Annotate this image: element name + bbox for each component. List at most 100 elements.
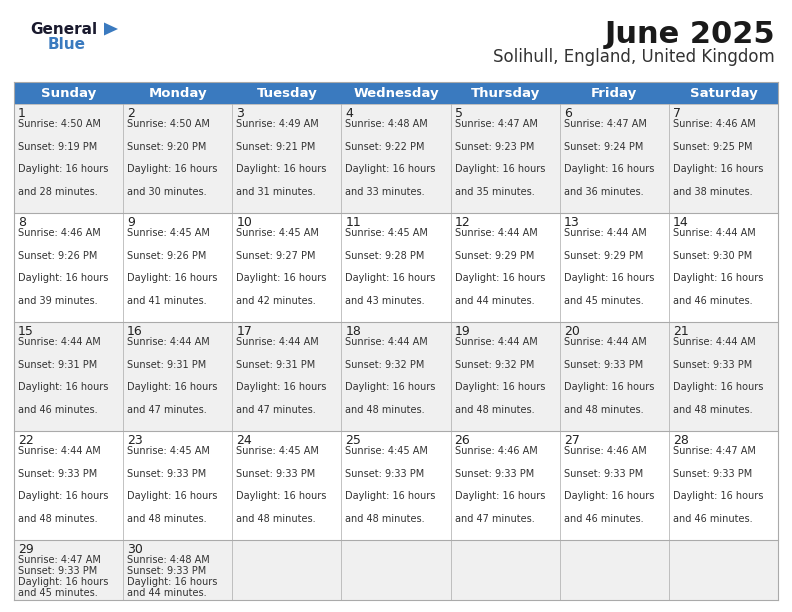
Text: Sunset: 9:20 PM: Sunset: 9:20 PM (128, 141, 207, 152)
Text: Daylight: 16 hours: Daylight: 16 hours (564, 491, 654, 501)
Bar (560, 431, 669, 540)
Text: and 30 minutes.: and 30 minutes. (128, 187, 207, 197)
Text: Daylight: 16 hours: Daylight: 16 hours (564, 164, 654, 174)
Bar (451, 540, 560, 600)
Text: Sunset: 9:33 PM: Sunset: 9:33 PM (128, 566, 207, 576)
Bar (123, 104, 232, 213)
Text: and 48 minutes.: and 48 minutes. (128, 514, 207, 524)
Text: Daylight: 16 hours: Daylight: 16 hours (455, 273, 545, 283)
Text: Sunset: 9:29 PM: Sunset: 9:29 PM (455, 251, 534, 261)
Bar (451, 213, 560, 322)
Text: Sunset: 9:33 PM: Sunset: 9:33 PM (128, 469, 207, 479)
Bar (123, 322, 232, 431)
Bar (560, 322, 669, 431)
Text: 28: 28 (673, 434, 689, 447)
Text: Sunset: 9:33 PM: Sunset: 9:33 PM (18, 469, 97, 479)
Text: 15: 15 (18, 325, 34, 338)
Bar (560, 540, 669, 600)
Text: Sunrise: 4:44 AM: Sunrise: 4:44 AM (673, 228, 756, 238)
Text: Sunset: 9:21 PM: Sunset: 9:21 PM (236, 141, 316, 152)
Bar (123, 540, 232, 600)
Text: Daylight: 16 hours: Daylight: 16 hours (564, 273, 654, 283)
Text: Sunrise: 4:44 AM: Sunrise: 4:44 AM (564, 337, 646, 347)
Text: and 48 minutes.: and 48 minutes. (236, 514, 316, 524)
Bar (341, 104, 451, 213)
Text: Sunset: 9:32 PM: Sunset: 9:32 PM (455, 360, 534, 370)
Text: Monday: Monday (148, 86, 207, 100)
Bar (232, 540, 341, 600)
Text: Sunrise: 4:44 AM: Sunrise: 4:44 AM (345, 337, 428, 347)
Text: Daylight: 16 hours: Daylight: 16 hours (128, 164, 218, 174)
Text: Daylight: 16 hours: Daylight: 16 hours (128, 273, 218, 283)
Text: Sunrise: 4:49 AM: Sunrise: 4:49 AM (236, 119, 319, 129)
Bar (451, 431, 560, 540)
Text: 10: 10 (236, 216, 252, 229)
Text: Daylight: 16 hours: Daylight: 16 hours (128, 382, 218, 392)
Text: Sunrise: 4:45 AM: Sunrise: 4:45 AM (128, 446, 210, 456)
Text: Sunrise: 4:47 AM: Sunrise: 4:47 AM (564, 119, 646, 129)
Text: Sunset: 9:27 PM: Sunset: 9:27 PM (236, 251, 316, 261)
Text: 2: 2 (128, 107, 135, 120)
Text: Sunrise: 4:44 AM: Sunrise: 4:44 AM (236, 337, 319, 347)
Text: Daylight: 16 hours: Daylight: 16 hours (673, 491, 763, 501)
Bar (341, 322, 451, 431)
Text: 13: 13 (564, 216, 580, 229)
Text: and 36 minutes.: and 36 minutes. (564, 187, 643, 197)
Text: Saturday: Saturday (690, 86, 757, 100)
Text: June 2025: June 2025 (604, 20, 775, 49)
Text: 14: 14 (673, 216, 688, 229)
Text: and 46 minutes.: and 46 minutes. (18, 405, 97, 415)
Text: Sunset: 9:26 PM: Sunset: 9:26 PM (18, 251, 97, 261)
Bar (451, 104, 560, 213)
Text: Sunset: 9:33 PM: Sunset: 9:33 PM (455, 469, 534, 479)
Bar (232, 431, 341, 540)
Text: Sunset: 9:33 PM: Sunset: 9:33 PM (564, 469, 643, 479)
Text: Sunday: Sunday (41, 86, 96, 100)
Text: 29: 29 (18, 543, 34, 556)
Text: Sunrise: 4:47 AM: Sunrise: 4:47 AM (18, 555, 101, 565)
Text: Sunrise: 4:50 AM: Sunrise: 4:50 AM (18, 119, 101, 129)
Text: Sunrise: 4:48 AM: Sunrise: 4:48 AM (128, 555, 210, 565)
Text: 16: 16 (128, 325, 143, 338)
Text: 30: 30 (128, 543, 143, 556)
Text: Sunrise: 4:48 AM: Sunrise: 4:48 AM (345, 119, 428, 129)
Text: 26: 26 (455, 434, 470, 447)
Text: and 46 minutes.: and 46 minutes. (673, 514, 752, 524)
Text: Sunset: 9:33 PM: Sunset: 9:33 PM (673, 360, 752, 370)
Text: Daylight: 16 hours: Daylight: 16 hours (236, 382, 326, 392)
Text: and 48 minutes.: and 48 minutes. (673, 405, 752, 415)
Text: Blue: Blue (48, 37, 86, 52)
Text: Sunrise: 4:44 AM: Sunrise: 4:44 AM (564, 228, 646, 238)
Text: Daylight: 16 hours: Daylight: 16 hours (236, 273, 326, 283)
Text: 22: 22 (18, 434, 34, 447)
Text: Sunrise: 4:44 AM: Sunrise: 4:44 AM (18, 446, 101, 456)
Bar (232, 213, 341, 322)
Text: Sunrise: 4:46 AM: Sunrise: 4:46 AM (673, 119, 756, 129)
Text: Wednesday: Wednesday (353, 86, 439, 100)
Bar (14, 104, 123, 213)
Text: 25: 25 (345, 434, 361, 447)
Text: Sunset: 9:33 PM: Sunset: 9:33 PM (345, 469, 425, 479)
Bar (14, 213, 123, 322)
Text: and 43 minutes.: and 43 minutes. (345, 296, 425, 306)
Text: and 48 minutes.: and 48 minutes. (345, 514, 425, 524)
Text: Daylight: 16 hours: Daylight: 16 hours (128, 577, 218, 587)
Text: Sunrise: 4:44 AM: Sunrise: 4:44 AM (673, 337, 756, 347)
Bar (341, 431, 451, 540)
Bar (669, 540, 778, 600)
Text: and 33 minutes.: and 33 minutes. (345, 187, 425, 197)
Text: Tuesday: Tuesday (257, 86, 318, 100)
Text: 18: 18 (345, 325, 361, 338)
Text: 20: 20 (564, 325, 580, 338)
Text: and 47 minutes.: and 47 minutes. (455, 514, 535, 524)
Text: 3: 3 (236, 107, 244, 120)
Text: and 39 minutes.: and 39 minutes. (18, 296, 97, 306)
Text: Sunrise: 4:44 AM: Sunrise: 4:44 AM (455, 337, 537, 347)
Text: 9: 9 (128, 216, 135, 229)
Text: 23: 23 (128, 434, 143, 447)
Text: Daylight: 16 hours: Daylight: 16 hours (673, 164, 763, 174)
Text: Daylight: 16 hours: Daylight: 16 hours (455, 164, 545, 174)
Text: Daylight: 16 hours: Daylight: 16 hours (455, 382, 545, 392)
Bar (669, 322, 778, 431)
Text: Sunset: 9:33 PM: Sunset: 9:33 PM (236, 469, 315, 479)
